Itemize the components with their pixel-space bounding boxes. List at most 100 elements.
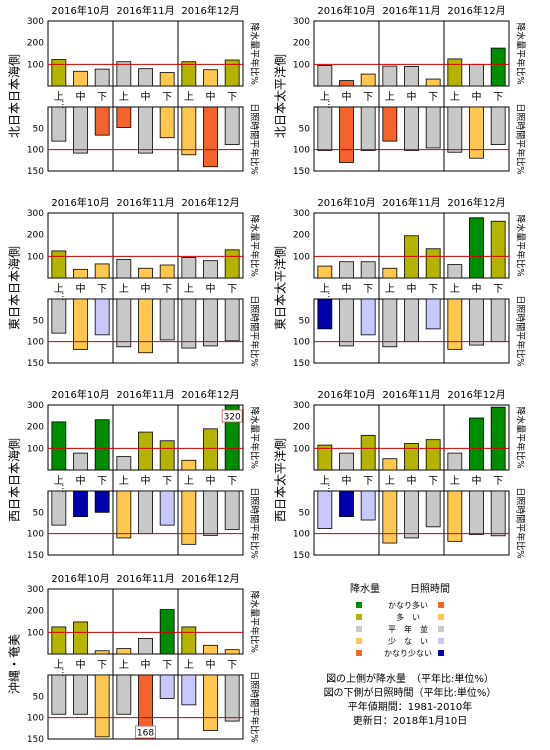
sunshine-tick: 150 bbox=[293, 551, 310, 561]
sunshine-bar bbox=[425, 490, 441, 528]
dekad-label: 中 bbox=[141, 658, 151, 671]
dekad-label: 中 bbox=[206, 474, 216, 487]
precip-bar bbox=[203, 428, 218, 471]
region-label: 北日本日本海側 bbox=[7, 54, 22, 138]
sunshine-bar bbox=[317, 490, 333, 529]
sunshine-bar bbox=[447, 106, 463, 153]
legend-label: かなり多い bbox=[388, 600, 428, 610]
legend-sun-swatch bbox=[438, 638, 444, 644]
dekad-label: 中 bbox=[76, 474, 86, 487]
precip-tick: 200 bbox=[293, 231, 310, 241]
precip-axis-label: 降水量平年比% bbox=[515, 406, 527, 469]
notes: 図の上側が降水量 （平年比:単位%）図の下側が日照時間（平年比:単位%）平年値期… bbox=[324, 672, 497, 727]
precip-bar bbox=[447, 452, 463, 471]
precip-bar bbox=[447, 264, 463, 279]
sunshine-bar bbox=[490, 298, 506, 343]
month-label: 2016年11月 bbox=[382, 388, 440, 401]
sunshine-axis-label: 日照時間平年比% bbox=[249, 103, 261, 175]
sunshine-bar bbox=[73, 490, 88, 518]
sunshine-bar bbox=[447, 298, 463, 350]
sunshine-bar bbox=[203, 490, 218, 536]
sunshine-bar bbox=[224, 298, 240, 342]
sunshine-bar bbox=[181, 106, 197, 156]
sunshine-axis-label: 日照時間平年比% bbox=[515, 103, 527, 175]
dekad-label: 上 bbox=[119, 283, 129, 295]
precip-bar bbox=[159, 72, 175, 87]
sunshine-bar bbox=[159, 106, 175, 139]
precip-tick: 300 bbox=[27, 209, 44, 219]
sunshine-tick: 150 bbox=[293, 359, 310, 369]
precip-bar bbox=[339, 80, 354, 87]
note-line: 平年値期間：1981-2010年 bbox=[348, 700, 473, 713]
region-label: 西日本日本海側 bbox=[7, 438, 22, 522]
sunshine-tick: 100 bbox=[27, 338, 44, 348]
month-label: 2016年10月 bbox=[51, 572, 109, 585]
chart-7: 2016年10月 2016年11月 2016年12月 300 200 100 50 100 15… bbox=[7, 572, 261, 745]
sunshine-bar bbox=[203, 674, 218, 731]
precip-tick: 300 bbox=[27, 401, 44, 411]
month-label: 2016年11月 bbox=[116, 4, 174, 17]
sunshine-bar bbox=[490, 106, 506, 145]
sunshine-bar bbox=[73, 674, 88, 715]
precip-bar bbox=[404, 66, 419, 87]
dekad-label: 中 bbox=[76, 90, 86, 103]
dekad-label: 上 bbox=[450, 475, 460, 487]
sunshine-bar bbox=[94, 106, 110, 136]
precip-bar bbox=[469, 217, 484, 279]
sunshine-bar bbox=[203, 106, 218, 168]
region-label: 北日本太平洋側 bbox=[273, 54, 288, 138]
precip-axis-label: 降水量平年比% bbox=[249, 22, 261, 85]
legend-label: かなり少ない bbox=[384, 649, 432, 658]
dekad-label: 中 bbox=[342, 90, 352, 103]
sunshine-bar bbox=[317, 298, 333, 330]
sunshine-bar bbox=[317, 106, 333, 151]
month-label: 2016年10月 bbox=[317, 388, 375, 401]
month-label: 2016年10月 bbox=[51, 4, 109, 17]
dekad-label: 上 bbox=[385, 475, 395, 487]
precip-bar bbox=[224, 249, 240, 279]
sunshine-tick: 100 bbox=[293, 146, 310, 156]
dekad-label: 下 bbox=[363, 476, 373, 487]
precip-tick: 200 bbox=[293, 39, 310, 49]
dekad-label: 中 bbox=[407, 474, 417, 487]
month-label: 2016年12月 bbox=[181, 572, 239, 585]
precip-tick: 200 bbox=[293, 423, 310, 433]
callout-box bbox=[221, 409, 243, 423]
dekad-label: 上 bbox=[119, 475, 129, 487]
sunshine-bar bbox=[138, 298, 153, 354]
precip-bar bbox=[138, 267, 153, 279]
precip-bar bbox=[138, 68, 153, 87]
precip-bar bbox=[94, 263, 110, 279]
region-label: 東日本日本海側 bbox=[7, 246, 22, 330]
dekad-label: 下 bbox=[227, 660, 237, 671]
month-label: 2016年12月 bbox=[181, 4, 239, 17]
precip-axis-label: 降水量平年比% bbox=[249, 214, 261, 277]
sunshine-tick: 100 bbox=[27, 714, 44, 724]
legend-precip-swatch bbox=[356, 638, 362, 644]
precip-bar bbox=[382, 267, 398, 279]
dekad-label: 下 bbox=[97, 284, 107, 295]
precip-tick: 300 bbox=[27, 17, 44, 27]
precip-bar bbox=[51, 626, 67, 655]
note-line: 更新日：2018年1月10日 bbox=[353, 714, 468, 727]
dekad-label: 中 bbox=[407, 90, 417, 103]
chart-4: 2016年10月 2016年11月 2016年12月 300 200 100 50 100 15… bbox=[273, 196, 527, 369]
precip-bar bbox=[317, 444, 333, 471]
sunshine-bar bbox=[94, 674, 110, 738]
sunshine-tick: 100 bbox=[27, 146, 44, 156]
precip-tick: 200 bbox=[27, 39, 44, 49]
precip-bar bbox=[203, 644, 218, 655]
precip-bar bbox=[425, 439, 441, 471]
precip-bar bbox=[73, 621, 88, 655]
sunshine-tick: 50 bbox=[299, 316, 311, 326]
region-label: 東日本太平洋側 bbox=[273, 246, 288, 330]
precip-bar bbox=[203, 260, 218, 279]
precip-tick: 100 bbox=[293, 60, 310, 70]
dekad-label: 上 bbox=[54, 283, 64, 295]
precip-bar bbox=[360, 73, 376, 87]
sunshine-bar bbox=[94, 490, 110, 513]
precip-bar bbox=[94, 419, 110, 471]
precip-bar bbox=[490, 406, 506, 471]
legend-label: 多 い bbox=[396, 612, 420, 622]
